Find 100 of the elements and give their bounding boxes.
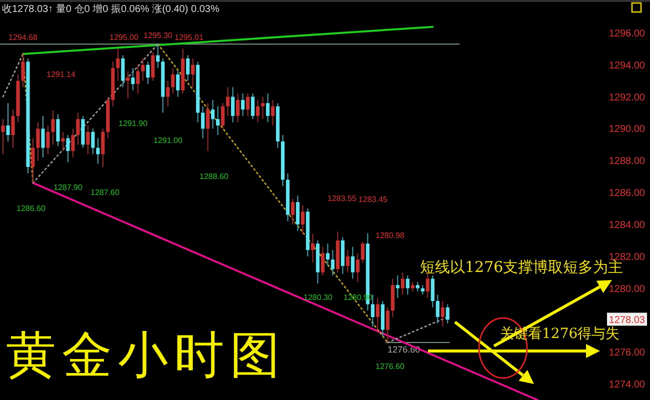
y-tick-label: 1286.00 — [608, 188, 646, 200]
y-tick-label: 1278.03 — [608, 315, 646, 326]
candlestick — [346, 249, 350, 273]
text: 黄金小时图 — [6, 326, 286, 384]
candlestick — [296, 195, 300, 232]
candlestick — [236, 93, 240, 123]
candlestick — [266, 93, 270, 123]
candlestick — [370, 294, 374, 328]
candlestick — [86, 124, 90, 155]
candlestick — [141, 58, 145, 82]
candlestick — [350, 246, 355, 280]
candlestick — [131, 68, 135, 91]
candlestick — [186, 54, 190, 82]
annotation: 1294.68 — [8, 33, 38, 42]
candlestick — [56, 114, 60, 147]
candlestick — [376, 297, 380, 330]
candlestick — [201, 106, 205, 139]
candlestick — [46, 124, 50, 155]
annotation: 1276.60 — [376, 362, 406, 371]
y-tick-label: 1288.00 — [608, 156, 646, 168]
candlestick — [176, 70, 180, 98]
annotation: 1288.60 — [200, 172, 230, 181]
candlestick — [76, 112, 80, 146]
candlestick — [310, 234, 315, 264]
candlestick — [66, 134, 70, 163]
annotation: 1295.30 — [144, 31, 174, 40]
y-tick-label: 1280.00 — [608, 284, 646, 295]
candlestick — [406, 275, 410, 296]
candlestick — [356, 252, 360, 282]
candlestick — [436, 294, 440, 324]
y-tick-label: 1276.00 — [608, 348, 646, 359]
annotation: 1280.98 — [376, 231, 406, 240]
candlestick — [221, 102, 225, 130]
y-tick-label: 1294.00 — [608, 60, 646, 72]
candlestick — [216, 106, 220, 136]
y-tick-label: 1290.00 — [608, 124, 646, 136]
candlestick — [226, 86, 230, 116]
candlestick — [241, 93, 245, 116]
candlestick — [101, 128, 105, 168]
candlestick — [396, 275, 400, 298]
candlestick — [91, 128, 95, 155]
candlestick — [430, 275, 434, 308]
annotation: 1287.90 — [54, 183, 84, 192]
y-tick-label: 1274.00 — [608, 380, 646, 391]
candlestick — [400, 272, 404, 296]
candlestick — [151, 52, 155, 82]
candlestick — [256, 99, 260, 123]
annotation: 1283.55 — [328, 194, 358, 203]
y-tick-label: 1284.00 — [608, 220, 646, 231]
candlestick — [420, 284, 424, 296]
candlestick — [166, 80, 170, 107]
candlestick — [61, 131, 65, 152]
candlestick — [246, 93, 250, 116]
candlestick — [300, 204, 305, 235]
y-tick-label: 1292.00 — [608, 92, 646, 104]
annotation: 1283.45 — [358, 195, 388, 204]
candlestick — [21, 53, 25, 88]
candlestick — [126, 70, 130, 99]
candlestick — [426, 272, 430, 298]
candlestick — [231, 86, 235, 123]
annotation: 收1278.03↑ 量0 仓0 增0 振0.06% 涨(0.40) 0.03% — [2, 3, 220, 15]
annotation: 1295.00 — [110, 33, 140, 42]
candlestick — [191, 58, 195, 88]
candlestick — [320, 246, 325, 276]
candlestick — [6, 102, 10, 142]
y-tick-label: 1296.00 — [608, 28, 646, 40]
candlestick — [410, 281, 414, 292]
candlestick — [211, 99, 215, 130]
annotation: 1291.14 — [46, 70, 76, 79]
candlestick — [156, 44, 160, 69]
candlestick — [260, 96, 265, 120]
candlestick — [121, 54, 125, 88]
candlestick — [290, 198, 295, 225]
annotation: 1295.01 — [174, 33, 204, 42]
candlestick — [41, 115, 45, 158]
candlestick — [116, 48, 120, 82]
candlestick — [171, 68, 175, 94]
candlestick — [360, 241, 364, 264]
candlestick — [136, 64, 140, 94]
annotation: 1287.60 — [90, 188, 120, 197]
candlestick — [446, 304, 450, 324]
candlestick — [146, 61, 150, 84]
candlestick — [96, 138, 100, 164]
annotation: 1291.00 — [154, 136, 184, 145]
candlestick — [440, 300, 444, 328]
candlestick — [71, 128, 75, 158]
annotation: 1280.30 — [304, 293, 334, 302]
candlestick — [326, 243, 330, 266]
annotation: 1286.60 — [16, 204, 46, 213]
candlestick — [386, 306, 390, 344]
candlestick — [1, 118, 5, 155]
candlestick — [270, 99, 275, 126]
candlestick — [36, 122, 40, 162]
candlestick — [250, 93, 255, 120]
candlestick — [31, 138, 35, 184]
candlestick — [11, 109, 15, 148]
candlestick — [330, 249, 335, 276]
candlestick — [416, 281, 420, 292]
candlestick — [51, 110, 55, 146]
candlestick — [206, 102, 210, 152]
